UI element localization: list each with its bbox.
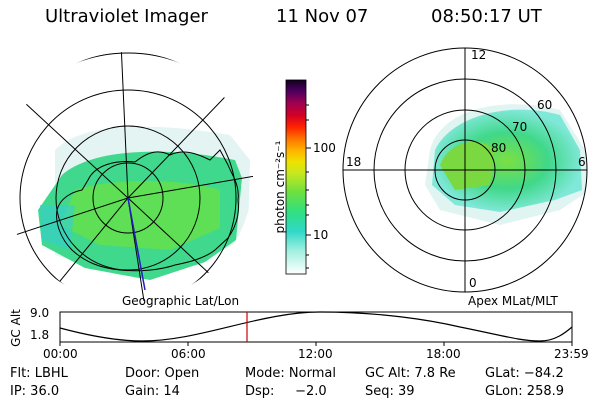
altitude-curve (59, 311, 573, 342)
alt-xtick-0000: 00:00 (43, 347, 78, 361)
mlat-label-80: 80 (491, 141, 507, 155)
alt-ytick-9: 9.0 (30, 306, 50, 320)
mlt-label-12: 12 (471, 48, 487, 62)
instrument-title: Ultraviolet Imager (45, 6, 208, 27)
mode-info: Mode: Normal (245, 366, 336, 381)
noon-meridian (127, 197, 146, 291)
ip-info: IP: 36.0 (10, 384, 60, 399)
alt-xtick-1200: 12:00 (298, 347, 333, 361)
time-label: 08:50:17 UT (431, 6, 542, 27)
alt-ylabel: GC Alt (9, 309, 23, 347)
colorbar (285, 79, 307, 275)
dsp-info: Dsp: −2.0 (245, 384, 327, 399)
colorbar-tick-100: 100 (313, 141, 336, 155)
geo-caption: Geographic Lat/Lon (122, 294, 240, 308)
mlt-label-6: 6 (578, 155, 586, 169)
geographic-map (3, 52, 253, 302)
filter-info: Flt: LBHL (10, 366, 68, 381)
magnetic-map (342, 47, 588, 293)
glon-info: GLon: 258.9 (485, 384, 565, 399)
mlt-label-0: 0 (469, 276, 477, 290)
mlat-label-60: 60 (537, 98, 553, 112)
gc-alt-info: GC Alt: 7.8 Re (365, 366, 456, 381)
door-info: Door: Open (125, 366, 200, 381)
date-label: 11 Nov 07 (276, 6, 369, 27)
colorbar-unit-label: photon cm⁻²s⁻¹ (273, 140, 287, 234)
alt-xtick-0600: 06:00 (171, 347, 206, 361)
gain-info: Gain: 14 (125, 384, 180, 399)
mlt-label-18: 18 (346, 155, 362, 169)
mlat-label-70: 70 (512, 120, 528, 134)
seq-info: Seq: 39 (365, 384, 415, 399)
altitude-plot (59, 311, 573, 346)
glat-info: GLat: −84.2 (485, 366, 564, 381)
alt-xtick-2359: 23:59 (554, 347, 589, 361)
colorbar-tick-10: 10 (313, 228, 329, 242)
mag-caption: Apex MLat/MLT (468, 294, 558, 308)
alt-xtick-1800: 18:00 (426, 347, 461, 361)
alt-ytick-1.8: 1.8 (30, 328, 50, 342)
